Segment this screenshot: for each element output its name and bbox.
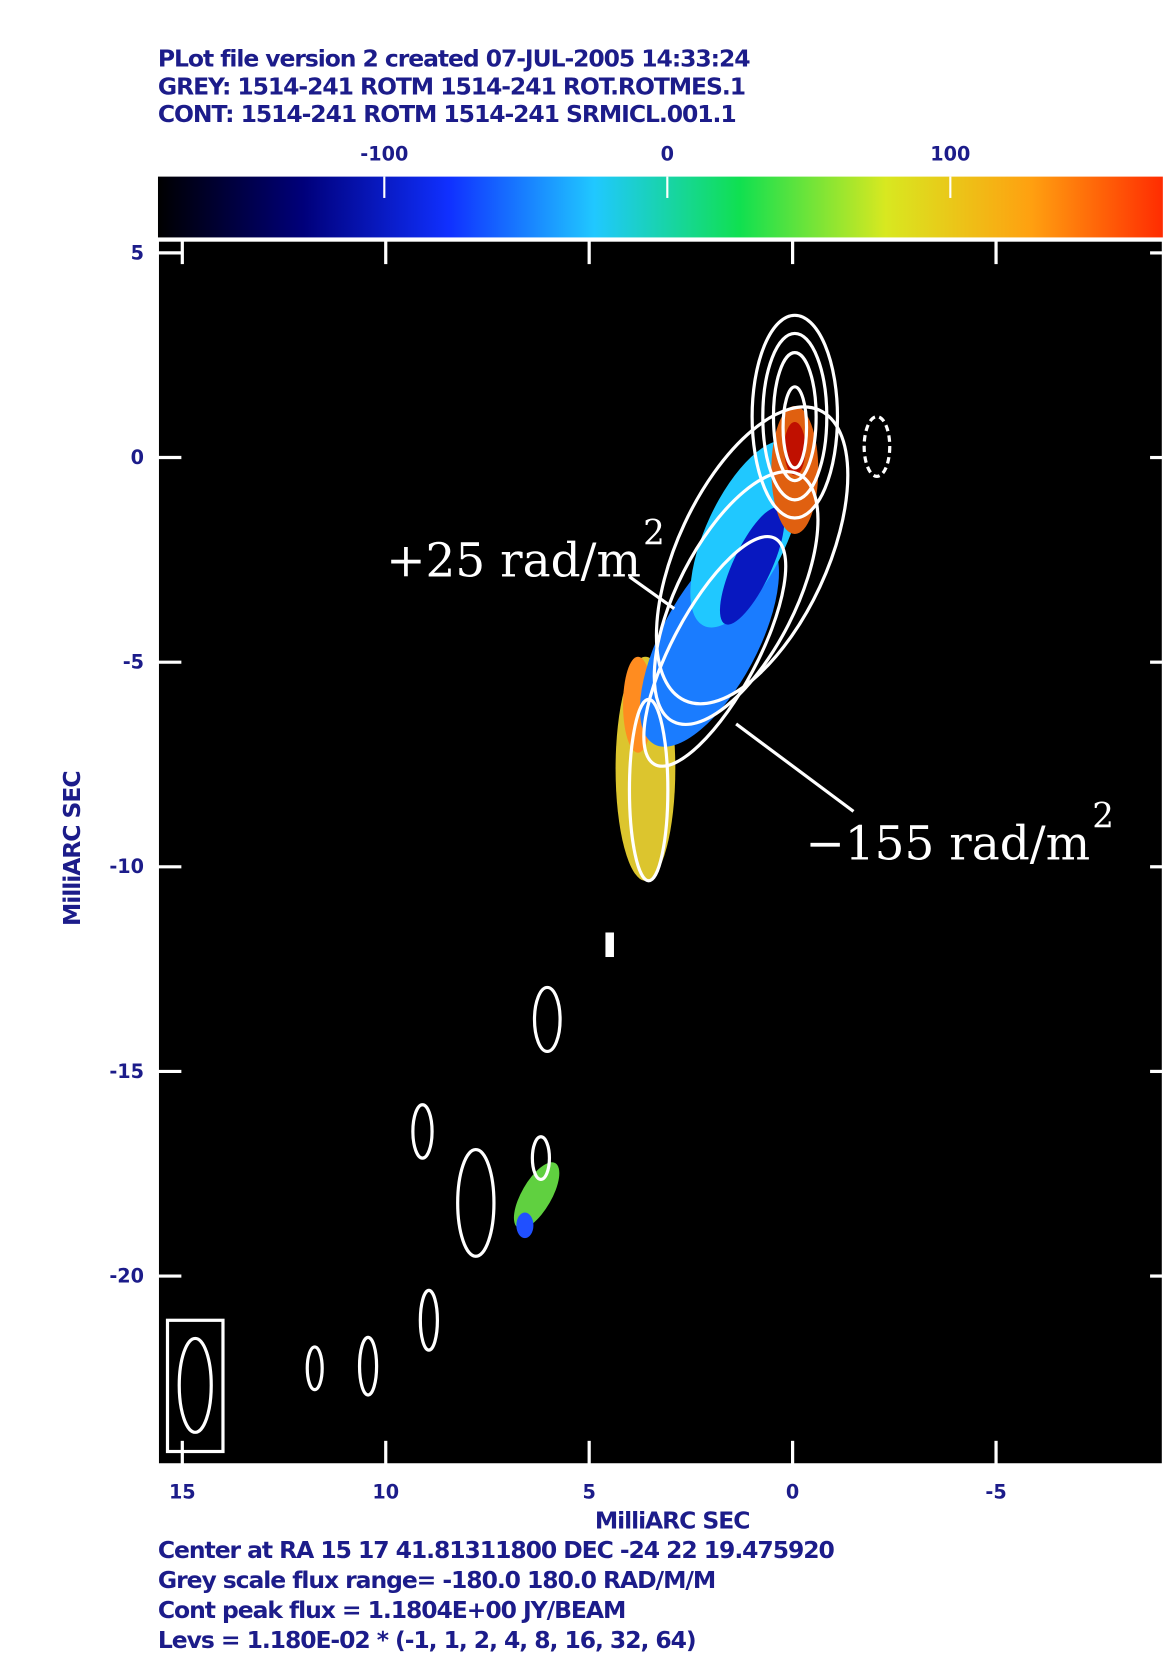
x-tick-label: 5 (582, 1480, 595, 1503)
footer-line: Levs = 1.180E-02 * (-1, 1, 2, 4, 8, 16, … (158, 1626, 696, 1654)
y-tick-label: 5 (131, 241, 144, 264)
colorbar (158, 177, 1165, 238)
y-tick-label: 0 (131, 446, 144, 469)
x-tick-label: 15 (169, 1480, 196, 1503)
x-tick-label: 0 (786, 1480, 799, 1503)
contour (607, 934, 612, 955)
rm-region (516, 1213, 533, 1239)
colorbar-tick-label: -100 (360, 143, 408, 166)
footer-line: Center at RA 15 17 41.81311800 DEC -24 2… (158, 1536, 835, 1564)
y-tick-label: -15 (109, 1060, 144, 1083)
annotation-superscript: 2 (1092, 796, 1114, 836)
colorbar-tick-label: 0 (661, 143, 674, 166)
x-tick-label: 10 (372, 1480, 399, 1503)
figure: PLot file version 2 created 07-JUL-2005 … (0, 0, 1165, 1674)
x-axis-label: MilliARC SEC (595, 1506, 750, 1534)
footer-line: Grey scale flux range= -180.0 180.0 RAD/… (158, 1566, 715, 1594)
header-line: PLot file version 2 created 07-JUL-2005 … (158, 45, 750, 73)
annotation: +25 rad/m (386, 534, 641, 589)
header-line: GREY: 1514-241 ROTM 1514-241 ROT.ROTMES.… (158, 72, 745, 100)
x-tick-label: -5 (985, 1480, 1006, 1503)
y-tick-label: -10 (109, 855, 144, 878)
annotation-superscript: 2 (643, 514, 665, 554)
header-line: CONT: 1514-241 ROTM 1514-241 SRMICL.001.… (158, 100, 736, 128)
footer-line: Cont peak flux = 1.1804E+00 JY/BEAM (158, 1596, 625, 1624)
page: {"chart_data": { "type": "image", "heade… (0, 0, 1165, 1674)
y-tick-label: -20 (109, 1264, 144, 1287)
y-axis-label: MilliARC SEC (58, 771, 86, 926)
y-tick-label: -5 (123, 651, 144, 674)
annotation: −155 rad/m (805, 816, 1090, 871)
colorbar-tick-label: 100 (930, 143, 970, 166)
